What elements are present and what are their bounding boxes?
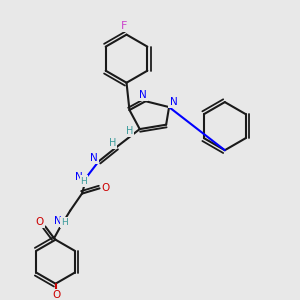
Text: H: H: [81, 176, 87, 185]
Text: O: O: [102, 183, 110, 194]
Text: N: N: [169, 97, 177, 107]
Text: O: O: [36, 217, 44, 227]
Text: O: O: [52, 290, 61, 300]
Text: H: H: [109, 138, 116, 148]
Text: F: F: [120, 21, 127, 31]
Text: N: N: [139, 90, 146, 100]
Text: H: H: [61, 218, 68, 226]
Text: H: H: [126, 126, 133, 136]
Text: N: N: [75, 172, 83, 182]
Text: N: N: [90, 153, 98, 163]
Text: N: N: [54, 216, 61, 226]
